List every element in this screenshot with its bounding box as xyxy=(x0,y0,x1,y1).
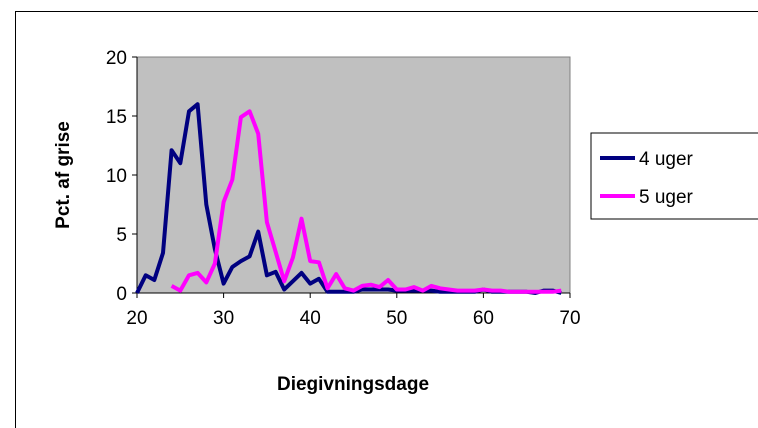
x-axis-title: Diegivningsdage xyxy=(277,374,429,395)
y-tick-label: 5 xyxy=(116,225,127,246)
x-tick-labels: 20 30 40 50 60 70 xyxy=(126,308,580,329)
x-tick-label: 70 xyxy=(559,308,580,329)
y-axis-title: Pct. af grise xyxy=(53,121,74,229)
x-tick-label: 60 xyxy=(473,308,494,329)
x-tick-label: 30 xyxy=(213,308,234,329)
y-tick-label: 15 xyxy=(106,107,127,128)
x-tick-label: 20 xyxy=(126,308,147,329)
y-tick-label: 0 xyxy=(116,284,127,305)
legend-box xyxy=(590,132,758,220)
series-lines xyxy=(135,102,562,295)
plot-area xyxy=(136,56,571,294)
y-tick-label: 20 xyxy=(106,48,127,69)
x-tick-label: 40 xyxy=(300,308,321,329)
y-tick-labels: 0 5 10 15 20 xyxy=(106,48,127,305)
legend-label-5-uger: 5 uger xyxy=(639,187,694,208)
legend: 4 uger 5 uger xyxy=(590,132,758,220)
y-tick-label: 10 xyxy=(106,166,127,187)
legend-label-4-uger: 4 uger xyxy=(639,149,694,170)
x-tick-label: 50 xyxy=(386,308,407,329)
series-line-5-uger xyxy=(170,109,562,294)
chart-frame xyxy=(15,11,758,428)
tick-marks xyxy=(132,56,571,298)
